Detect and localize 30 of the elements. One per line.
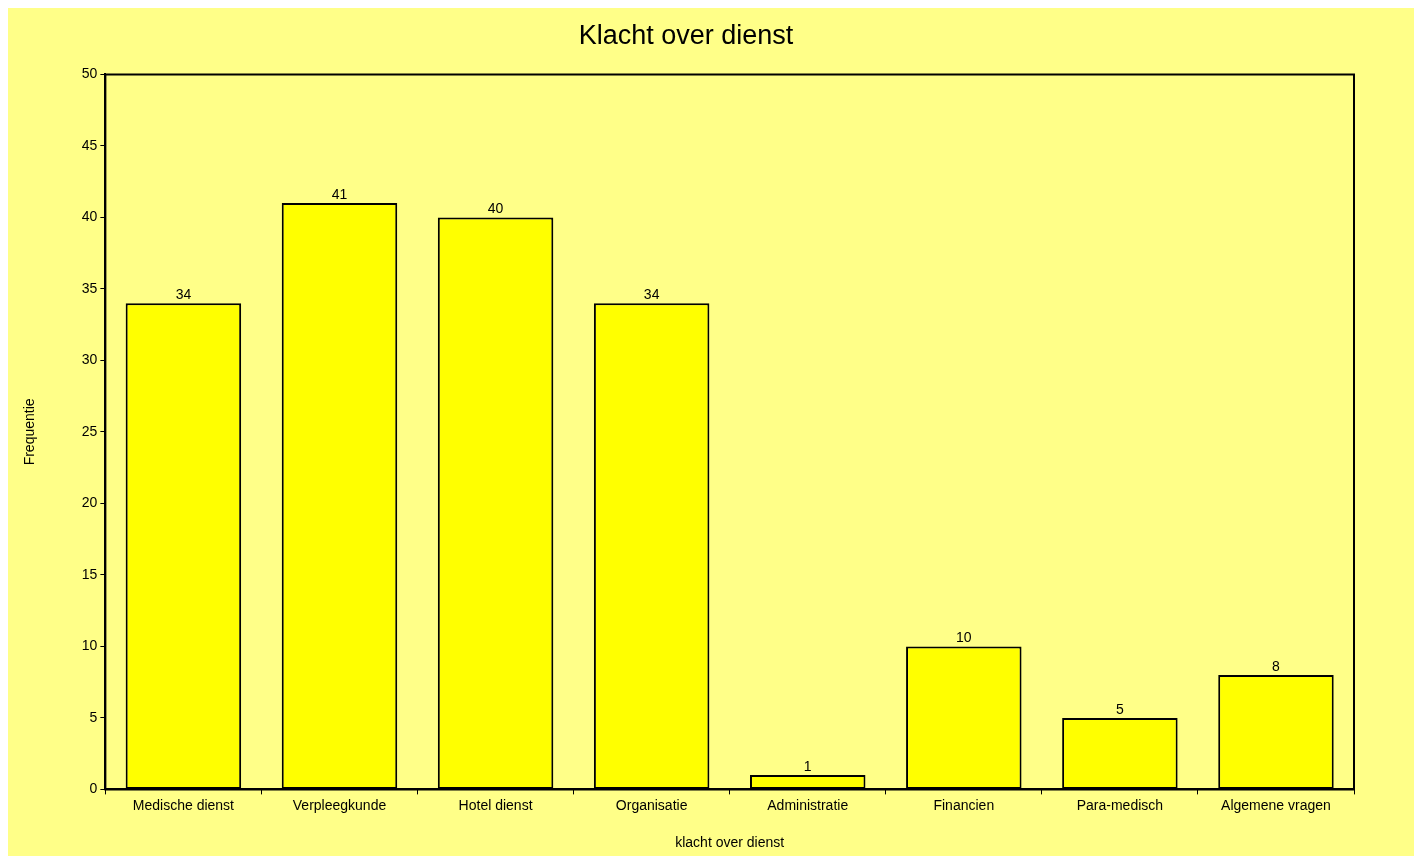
x-tick-label: Verpleegkunde	[292, 796, 387, 813]
data-label: 8	[1272, 657, 1281, 674]
data-label: 34	[643, 286, 660, 303]
x-tick-label: Administratie	[767, 796, 849, 813]
chart-title: Klacht over dienst	[578, 19, 794, 50]
y-tick-label: 45	[81, 136, 98, 153]
x-tick-label: Para-medisch	[1076, 796, 1164, 813]
y-tick-label: 0	[89, 780, 98, 797]
data-label: 10	[956, 629, 972, 646]
x-tick-label: Hotel dienst	[458, 796, 533, 813]
data-label: 41	[331, 185, 348, 202]
y-tick-label: 35	[81, 279, 98, 296]
y-tick-label: 15	[81, 565, 98, 582]
data-label: 5	[1115, 700, 1124, 717]
y-tick-label: 20	[81, 494, 98, 511]
y-tick-label: 25	[81, 422, 98, 439]
y-axis-title: Frequentie	[21, 398, 38, 466]
y-tick-label: 10	[81, 637, 98, 654]
data-label: 1	[803, 757, 812, 774]
x-tick-label: Algemene vragen	[1221, 796, 1331, 813]
x-tick-label: Organisatie	[615, 796, 688, 813]
data-label: 40	[487, 200, 504, 217]
x-tick-label: Financien	[933, 796, 995, 813]
data-label: 34	[175, 286, 192, 303]
y-tick-label: 5	[89, 708, 98, 725]
y-tick-label: 40	[81, 208, 98, 225]
x-tick-label: Medische dienst	[132, 796, 235, 813]
y-tick-label: 30	[81, 351, 98, 368]
y-tick-label: 50	[81, 65, 98, 82]
x-axis-title: klacht over dienst	[675, 834, 785, 851]
